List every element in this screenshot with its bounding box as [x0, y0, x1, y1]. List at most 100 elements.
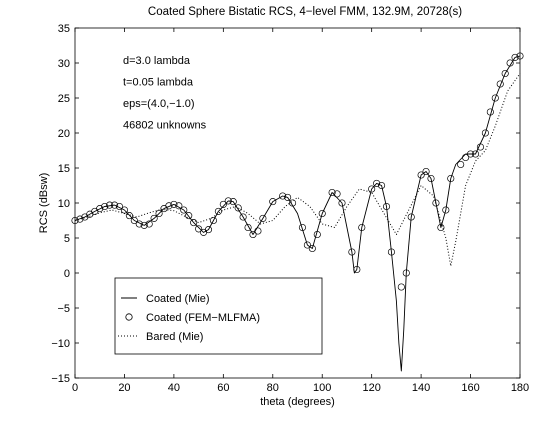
- y-tick-label: 10: [58, 198, 70, 210]
- data-point-coated-fem: [318, 209, 326, 218]
- y-tick-label: 25: [58, 93, 70, 105]
- data-point-coated-fem: [308, 244, 316, 253]
- y-tick-label: 30: [58, 58, 70, 70]
- ticks-layer: 0 20 40 60 80 100 120 140 160 180 −15 −10 −5 0 5 10 15 20…: [51, 23, 529, 394]
- data-point-coated-fem: [254, 227, 262, 235]
- data-point-coated-fem: [481, 129, 489, 137]
- data-point-coated-fem: [239, 213, 247, 221]
- data-point-coated-fem: [115, 202, 124, 211]
- data-point-coated-fem: [447, 174, 455, 183]
- data-point-coated-fem: [165, 202, 173, 210]
- y-tick-label: 5: [64, 233, 70, 245]
- annotation-text: d=3.0 lambda: [123, 55, 191, 67]
- data-point-coated-fem: [76, 215, 84, 223]
- y-axis-label: RCS (dBsw): [38, 173, 50, 234]
- data-point-coated-fem: [511, 53, 519, 61]
- data-point-coated-fem: [190, 219, 198, 227]
- data-point-coated-fem: [259, 214, 267, 222]
- data-point-coated-fem: [180, 206, 188, 214]
- data-point-coated-fem: [214, 207, 222, 215]
- data-point-coated-fem: [462, 153, 470, 162]
- data-point-coated-fem: [382, 202, 391, 211]
- data-point-coated-fem: [135, 220, 143, 228]
- data-point-coated-fem: [358, 223, 366, 232]
- y-tick-label: −10: [51, 338, 70, 350]
- y-tick-label: 20: [58, 128, 70, 140]
- legend-entry-coated-fem: Coated (FEM−MLFMA): [146, 312, 260, 324]
- y-tick-label: 15: [58, 163, 70, 175]
- x-tick-label: 180: [511, 382, 529, 394]
- annotation-text: eps=(4.0,−1.0): [123, 98, 195, 110]
- annotation-text: 46802 unknowns: [123, 120, 207, 132]
- data-point-coated-fem: [298, 223, 306, 232]
- data-point-coated-fem: [224, 197, 232, 205]
- data-point-coated-fem: [284, 193, 292, 201]
- data-point-coated-fem: [313, 230, 321, 239]
- legend-box: [114, 277, 323, 355]
- y-tick-label: −5: [57, 303, 70, 315]
- annotations: d=3.0 lambda t=0.05 lambda eps=(4.0,−1.0) 4…: [123, 55, 207, 132]
- data-point-coated-fem: [476, 143, 484, 151]
- data-point-coated-fem: [348, 248, 356, 256]
- x-tick-label: 0: [72, 382, 78, 394]
- data-point-coated-fem: [501, 69, 509, 78]
- data-point-coated-fem: [338, 199, 346, 207]
- data-point-coated-fem: [353, 265, 361, 274]
- legend-circle-marker: [125, 313, 133, 321]
- data-point-coated-fem: [328, 188, 336, 197]
- data-point-coated-fem: [373, 179, 381, 187]
- data-point-coated-fem: [145, 220, 153, 228]
- data-point-coated-fem: [244, 223, 252, 232]
- data-point-coated-fem: [432, 199, 440, 207]
- x-tick-label: 60: [217, 382, 229, 394]
- data-point-coated-fem: [195, 225, 203, 233]
- chart-title: Coated Sphere Bistatic RCS, 4−level FMM,…: [148, 6, 462, 18]
- legend-entry-bared-mie: Bared (Mie): [146, 331, 203, 343]
- data-point-coated-fem: [422, 167, 430, 176]
- data-point-coated-fem: [204, 226, 213, 234]
- data-point-coated-fem: [417, 171, 425, 179]
- y-tick-label: −15: [51, 373, 70, 385]
- annotation-text: t=0.05 lambda: [123, 77, 194, 89]
- data-point-coated-fem: [249, 230, 257, 239]
- data-point-coated-fem: [209, 216, 217, 225]
- x-tick-label: 160: [461, 382, 479, 394]
- data-point-coated-fem: [269, 198, 277, 206]
- data-point-coated-fem: [442, 206, 450, 214]
- data-point-coated-fem: [387, 248, 395, 256]
- x-tick-label: 120: [362, 382, 380, 394]
- x-tick-label: 20: [118, 382, 130, 394]
- x-axis-label: theta (degrees): [260, 396, 335, 408]
- data-point-coated-fem: [457, 160, 465, 169]
- data-point-coated-fem: [111, 201, 119, 209]
- data-point-coated-fem: [402, 269, 410, 277]
- data-point-coated-fem: [219, 200, 227, 208]
- legend: Coated (Mie) Coated (FEM−MLFMA) Bared (M…: [114, 277, 323, 355]
- data-point-coated-fem: [106, 201, 114, 209]
- y-tick-label: 0: [64, 268, 70, 280]
- data-point-coated-fem: [486, 108, 494, 116]
- data-point-coated-fem: [506, 59, 514, 67]
- data-point-coated-fem: [125, 212, 133, 220]
- data-point-coated-fem: [437, 223, 445, 232]
- data-point-coated-fem: [471, 150, 480, 158]
- data-point-coated-fem: [175, 202, 183, 210]
- x-tick-label: 40: [168, 382, 180, 394]
- x-tick-label: 140: [412, 382, 430, 394]
- data-point-coated-fem: [333, 190, 341, 198]
- data-point-coated-fem: [397, 283, 405, 291]
- data-point-coated-fem: [303, 241, 311, 249]
- data-point-coated-fem: [467, 150, 475, 158]
- x-tick-label: 80: [267, 382, 279, 394]
- data-point-coated-fem: [368, 185, 376, 193]
- data-point-coated-fem: [185, 212, 193, 220]
- data-point-coated-fem: [150, 214, 158, 222]
- series-line-bared-mie: [74, 73, 521, 267]
- data-point-coated-fem: [140, 221, 148, 229]
- data-point-coated-fem: [407, 213, 415, 221]
- legend-entry-coated-mie: Coated (Mie): [146, 293, 210, 305]
- data-point-coated-fem: [279, 192, 287, 200]
- data-point-coated-fem: [96, 205, 104, 213]
